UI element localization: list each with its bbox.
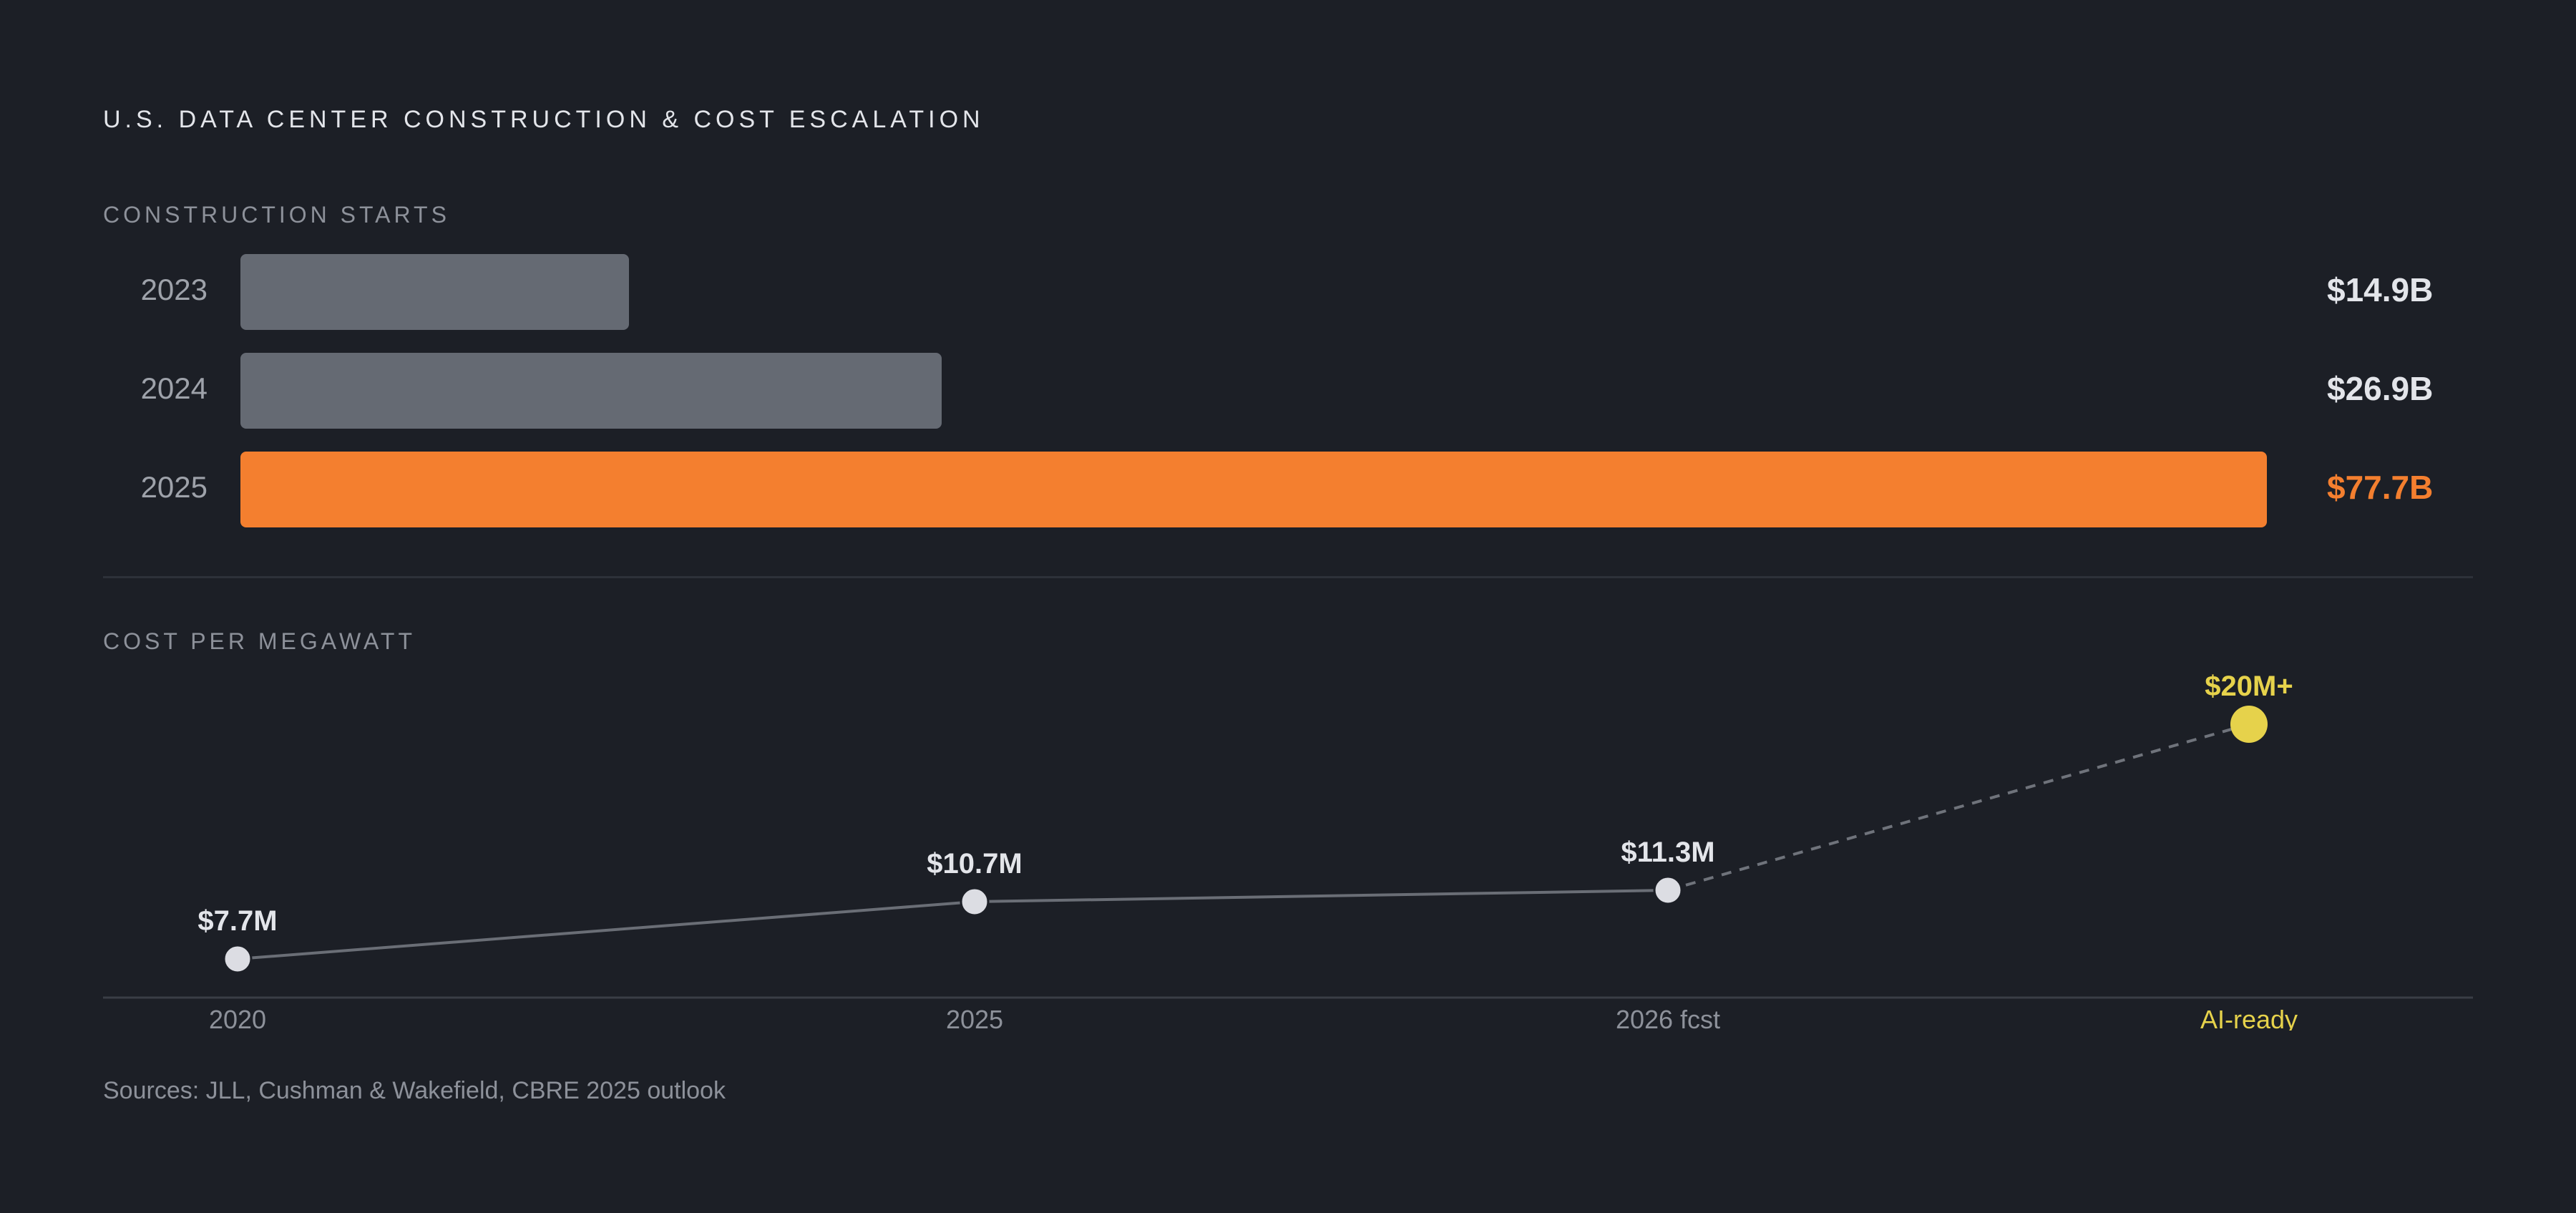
year-label-2024: 2024 [140,371,208,405]
cost-line-segment [237,900,975,960]
chart-title: U.S. DATA CENTER CONSTRUCTION & COST ESC… [103,106,985,133]
cost-tick-label-3: AI-ready [2200,1005,2298,1031]
cost-per-megawatt-label: COST PER MEGAWATT [103,628,416,654]
bar-value-2023: $14.9B [2327,271,2434,308]
year-label-2025: 2025 [140,470,208,504]
cost-point-0 [223,944,253,974]
year-label-2023: 2023 [140,273,208,306]
bar-2023 [240,254,630,330]
section-divider [103,576,2473,578]
cost-value-label-2: $11.3M [1621,837,1714,868]
cost-tick-label-0: 2020 [209,1005,266,1031]
cost-tick-label-1: 2025 [946,1005,1003,1031]
cost-tick-label-2: 2026 fcst [1616,1005,1720,1031]
cost-point-2 [1653,875,1683,905]
bar-value-2024: $26.9B [2327,370,2434,407]
sources-note: Sources: JLL, Cushman & Wakefield, CBRE … [103,1077,726,1104]
cost-line-segment [974,889,1669,903]
cost-value-label-1: $10.7M [927,848,1022,880]
cost-value-label-3: $20M+ [2205,673,2293,702]
bar-2025 [240,452,2267,527]
cost-point-3 [2230,706,2268,743]
cost-value-label-0: $7.7M [197,905,277,937]
cost-line-forecast-segment [1667,723,2250,892]
bar-value-2025: $77.7B [2327,469,2434,506]
construction-starts-label: CONSTRUCTION STARTS [103,202,450,228]
cost-per-megawatt-chart: $7.7M 2020 $10.7M 2025 $11.3M 2026 fcst $20M+ A… [103,673,2473,1031]
cost-point-1 [960,887,990,917]
bar-2024 [240,353,942,429]
